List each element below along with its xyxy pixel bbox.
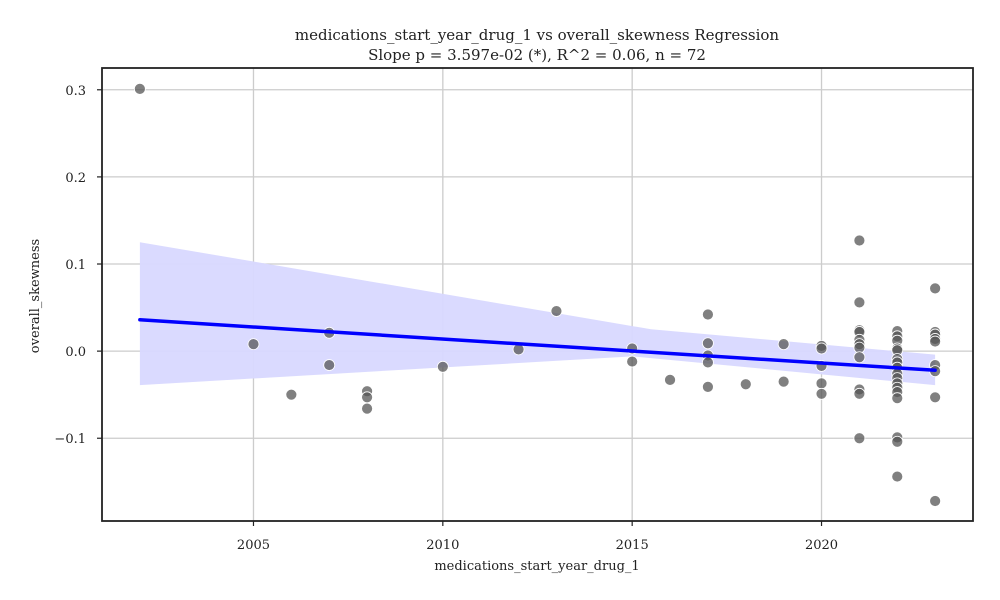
- y-tick-label: −0.1: [54, 432, 86, 447]
- data-point: [853, 432, 866, 445]
- plot-frame: [101, 67, 974, 522]
- data-point: [664, 373, 676, 386]
- data-point: [777, 375, 790, 388]
- axes-layer: [101, 67, 974, 522]
- x-tick-label: 2010: [426, 538, 459, 553]
- y-tick-label: 0.1: [65, 258, 86, 273]
- data-point: [247, 338, 260, 351]
- data-point: [929, 495, 942, 507]
- y-axis-label: overall_skewness: [28, 239, 43, 353]
- ticks-layer: 2005 2010 2015 2020 −0.1 0.0 0.1 0.2 0.3: [54, 84, 838, 553]
- x-axis-label: medications_start_year_drug_1: [434, 559, 639, 574]
- data-point: [815, 377, 828, 390]
- y-tick-label: 0.2: [65, 171, 86, 186]
- data-point: [323, 359, 336, 371]
- x-tick-label: 2020: [805, 538, 838, 553]
- y-tick-label: 0.0: [65, 345, 86, 360]
- data-point: [133, 83, 146, 95]
- x-tick-label: 2005: [237, 538, 270, 553]
- data-point: [702, 380, 714, 393]
- points-layer: [133, 83, 942, 507]
- confidence-band-layer: [139, 242, 936, 386]
- data-point: [853, 296, 866, 309]
- data-point: [815, 342, 828, 355]
- data-point: [929, 282, 942, 295]
- data-point: [891, 435, 904, 448]
- data-point: [815, 387, 828, 400]
- data-point: [550, 305, 563, 317]
- chart-title: medications_start_year_drug_1 vs overall…: [295, 26, 780, 44]
- data-point: [285, 388, 298, 401]
- y-tick-label: 0.3: [65, 84, 86, 99]
- regression-line: [138, 318, 937, 373]
- data-point: [929, 391, 942, 404]
- regression-line-layer: [138, 318, 937, 373]
- data-point: [891, 392, 904, 405]
- chart-subtitle: Slope p = 3.597e-02 (*), R^2 = 0.06, n =…: [368, 46, 706, 64]
- data-point: [929, 335, 942, 348]
- data-point: [777, 338, 790, 351]
- data-point: [891, 470, 904, 483]
- data-point: [436, 360, 449, 373]
- data-point: [853, 234, 866, 247]
- x-tick-label: 2015: [616, 538, 649, 553]
- data-point: [853, 351, 866, 364]
- confidence-band: [139, 242, 936, 386]
- data-point: [853, 387, 866, 400]
- data-point: [739, 378, 752, 391]
- data-point: [702, 308, 714, 321]
- data-point: [626, 355, 639, 368]
- data-point: [361, 402, 373, 415]
- data-point: [702, 356, 714, 369]
- data-point: [702, 337, 714, 350]
- data-point: [361, 391, 373, 404]
